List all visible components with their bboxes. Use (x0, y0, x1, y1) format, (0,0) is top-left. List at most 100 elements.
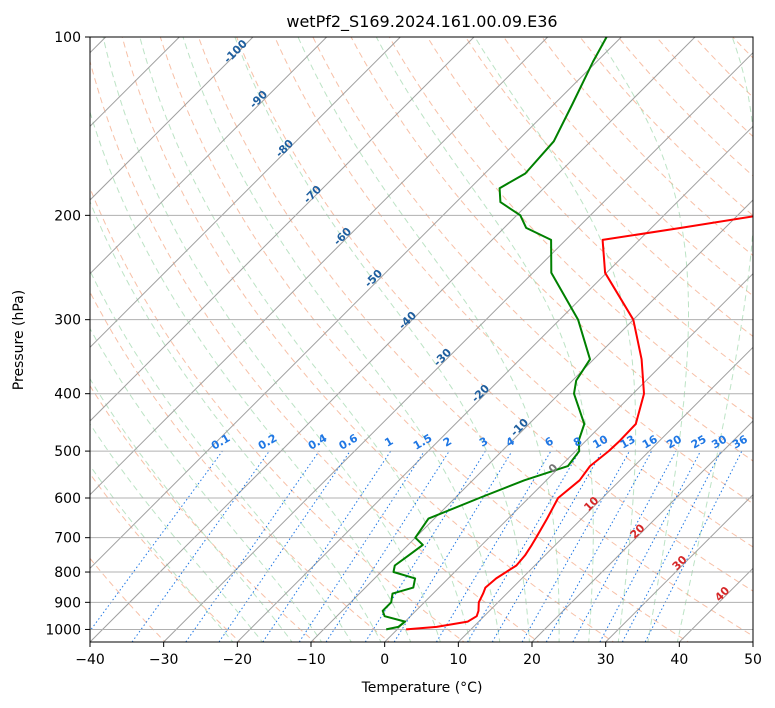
mixing-ratio-line (467, 450, 580, 642)
mixing-ratio-line (262, 450, 392, 642)
x-tick-label: 10 (449, 652, 467, 668)
dry-adiabat-label: -50 (362, 267, 385, 290)
moist-adiabat (90, 423, 264, 642)
dry-adiabat (274, 37, 753, 548)
isotherm (310, 199, 753, 642)
isotherm (90, 37, 328, 275)
x-tick-label: 30 (597, 652, 615, 668)
mixing-ratio-line (298, 450, 425, 642)
dry-adiabat-label: -30 (431, 346, 454, 369)
mixing-ratio-label: 1.5 (411, 432, 434, 453)
mixing-ratio-label: 25 (689, 433, 709, 452)
dry-adiabat (90, 291, 391, 642)
isotherm (90, 37, 254, 201)
mixing-ratio-line (521, 450, 630, 642)
x-tick-label: −30 (149, 652, 179, 668)
dry-adiabat (159, 37, 690, 642)
y-tick-label: 1000 (45, 622, 81, 638)
mixing-ratio-line (572, 450, 677, 642)
isotherm-label: 40 (712, 584, 732, 604)
dry-adiabat (90, 384, 316, 642)
dry-adiabat (732, 37, 753, 59)
dry-adiabat (503, 37, 753, 297)
isotherm (531, 420, 753, 642)
isotherm (457, 346, 753, 642)
isotherm (384, 272, 753, 642)
dry-adiabat (758, 24, 775, 645)
y-tick-label: 800 (54, 565, 81, 581)
dry-adiabat-label: -90 (247, 88, 270, 111)
mixing-ratio-line (218, 450, 351, 642)
x-tick-label: 0 (380, 652, 389, 668)
mixing-ratio-line (131, 450, 270, 642)
moist-adiabat (182, 37, 501, 642)
temperature-profile (406, 215, 753, 631)
dry-adiabat-label: -60 (331, 225, 354, 248)
dry-adiabat (236, 37, 753, 592)
dry-adiabat (426, 37, 753, 379)
dry-adiabat-label: -10 (508, 416, 531, 439)
y-axis-label: Pressure (hPa) (11, 290, 27, 390)
chart-title: wetPf2_S169.2024.161.00.09.E36 (286, 12, 557, 32)
mixing-ratio-line (364, 450, 486, 642)
mixing-ratio-label: 1 (382, 435, 395, 450)
dry-adiabat (90, 59, 540, 642)
x-tick-label: 20 (523, 652, 541, 668)
x-tick-label: 40 (670, 652, 688, 668)
isotherm (90, 37, 696, 642)
x-tick-label: 50 (744, 652, 762, 668)
dry-adiabat (350, 37, 753, 462)
moist-adiabat (90, 377, 293, 642)
dry-adiabat (197, 37, 753, 637)
isotherm-label: 20 (628, 521, 648, 541)
x-tick-label: −40 (75, 652, 105, 668)
mixing-ratio-label: 30 (709, 432, 729, 451)
isotherm (90, 37, 549, 496)
isotherm (752, 641, 753, 642)
x-axis-label: Temperature (°C) (361, 680, 483, 696)
plot-frame (89, 36, 754, 643)
dry-adiabat-label: -20 (469, 382, 492, 405)
moist-adiabat (474, 37, 637, 642)
y-tick-label: 300 (54, 313, 81, 329)
mixing-ratio-label: 0.1 (209, 432, 232, 453)
mixing-ratio-line (644, 450, 743, 642)
mixing-ratio-label: 2 (441, 435, 454, 450)
isotherm (678, 567, 753, 642)
moist-adiabat (90, 110, 412, 642)
dry-adiabat (388, 37, 753, 420)
mixing-ratio-label: 36 (730, 432, 750, 451)
isotherm (90, 37, 622, 570)
y-tick-label: 700 (54, 531, 81, 547)
mixing-ratio-label: 13 (618, 433, 638, 452)
dry-adiabat-label: -80 (273, 137, 296, 160)
dry-adiabat-label: -100 (221, 37, 250, 66)
isotherm (163, 51, 753, 642)
mixing-ratio-line (435, 450, 552, 642)
background-lines (90, 24, 775, 645)
y-tick-label: 200 (54, 208, 81, 224)
annotations: -100 -90 -80-70 -60 -50 -40 -30 -20 -10 0.1 0.2 0.4… (209, 37, 750, 604)
mixing-ratio-label: 8 (571, 435, 584, 450)
mixing-ratio-label: 6 (543, 434, 556, 449)
y-tick-label: 400 (54, 387, 81, 403)
mixing-ratio-line (545, 450, 653, 642)
dry-adiabat-label: -70 (301, 183, 324, 206)
isotherm (90, 37, 475, 422)
dry-adiabat (121, 37, 615, 642)
mixing-ratio-label: 3 (477, 435, 490, 450)
pressure-gridlines (90, 37, 753, 630)
mixing-ratio-label: 0.2 (256, 432, 279, 453)
mixing-ratio-line (185, 450, 320, 642)
dry-adiabat (579, 37, 753, 217)
mixing-ratio-line (393, 450, 513, 642)
moist-adiabat (90, 269, 352, 642)
moist-adiabat (597, 37, 689, 642)
moist-adiabat (90, 200, 382, 642)
moist-adiabat (102, 37, 441, 642)
y-tick-label: 100 (54, 30, 81, 46)
dry-adiabat (90, 472, 241, 642)
dry-adiabat (655, 37, 753, 138)
dry-adiabat-label: -40 (396, 309, 419, 332)
